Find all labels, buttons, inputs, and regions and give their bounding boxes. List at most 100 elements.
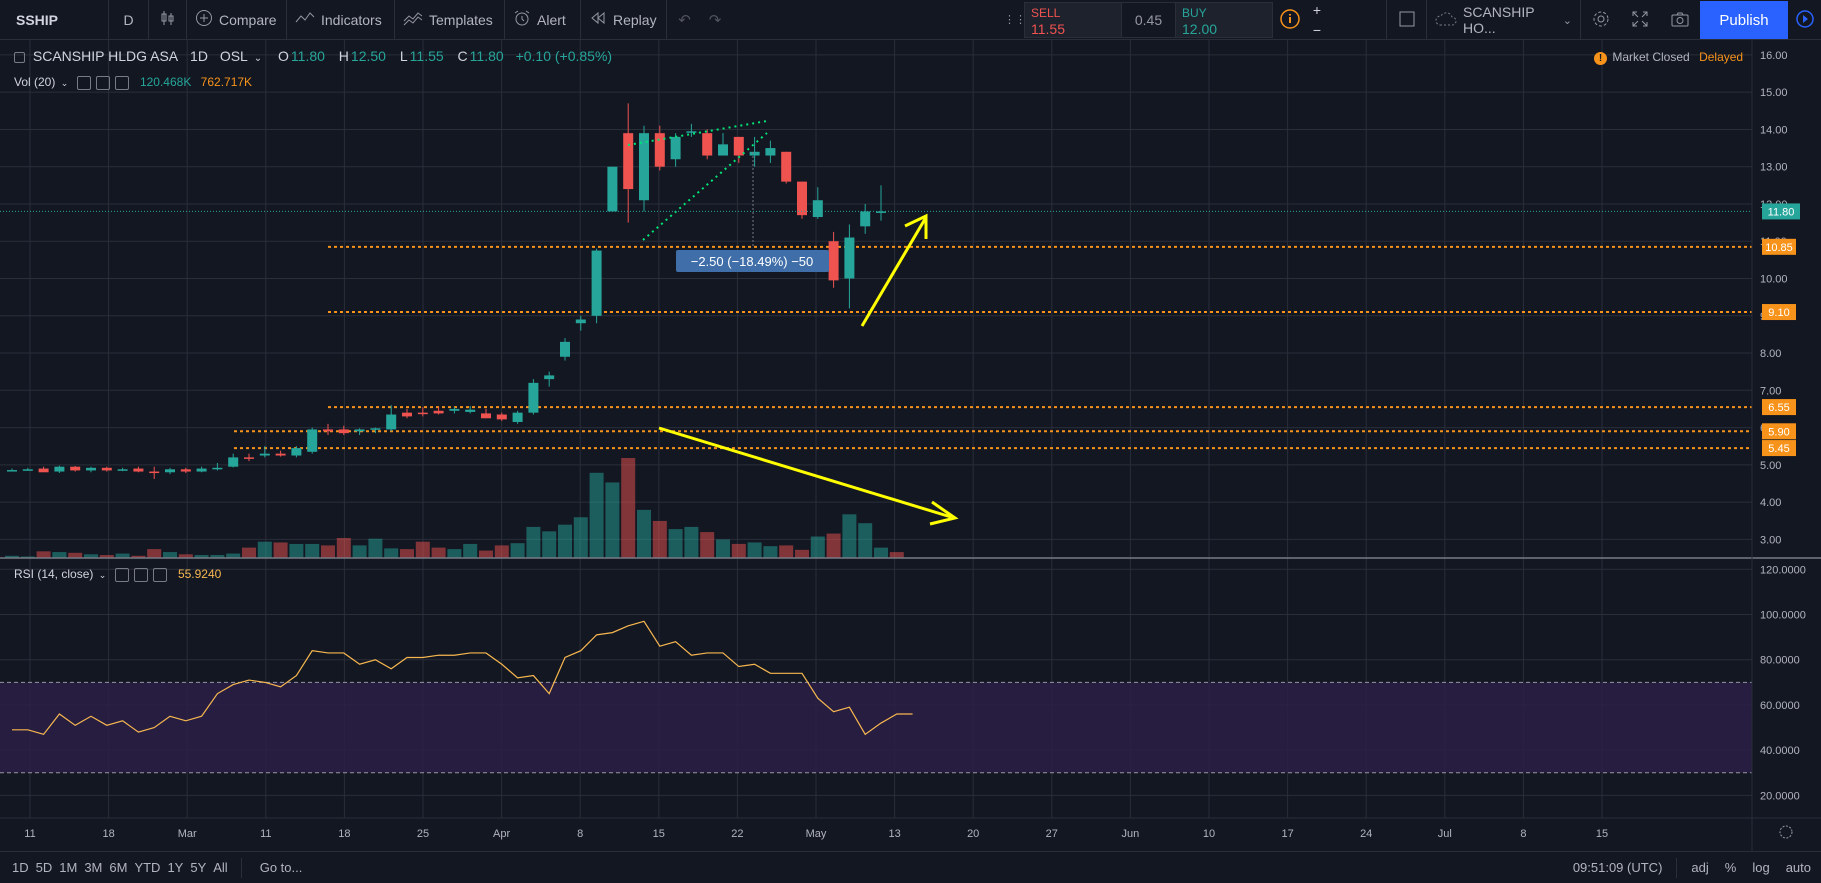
play-circle-icon (1795, 9, 1815, 32)
candle-body (623, 133, 634, 190)
snapshot-button[interactable] (1660, 0, 1700, 40)
goto-button[interactable]: Go to... (259, 860, 303, 875)
buy-button[interactable]: BUY 12.00 (1175, 2, 1273, 38)
alert-icon: ! (1594, 52, 1607, 65)
adj-toggle[interactable]: adj (1691, 860, 1709, 875)
quantity-decrease-button[interactable]: − (1306, 20, 1328, 40)
trade-panel-drag-handle[interactable]: ⋮⋮ (1004, 0, 1026, 40)
minus-icon: − (1312, 22, 1322, 38)
time-tick: 24 (1360, 828, 1372, 840)
eye-icon[interactable] (114, 567, 129, 582)
range-button-ytd[interactable]: YTD (134, 860, 161, 875)
alert-button[interactable]: Alert (504, 0, 580, 40)
sell-button[interactable]: SELL 11.55 (1024, 2, 1122, 38)
eye-icon[interactable] (76, 75, 91, 90)
volume-bar (131, 555, 146, 558)
volume-bar (889, 552, 904, 558)
chevron-down-icon[interactable]: ⌄ (253, 53, 263, 64)
candle-body (370, 428, 381, 430)
time-tick: Jul (1438, 828, 1452, 840)
chevron-down-icon[interactable]: ⌄ (98, 570, 107, 580)
replay-label: Replay (613, 12, 657, 28)
range-button-1y[interactable]: 1Y (167, 860, 184, 875)
settings-icon[interactable] (95, 75, 110, 90)
volume-bar (194, 555, 209, 558)
price-tick: 7.00 (1760, 385, 1781, 397)
quantity-increase-button[interactable]: + (1306, 0, 1328, 20)
close-icon[interactable] (114, 75, 129, 90)
order-info-button[interactable] (1274, 0, 1306, 40)
candle-body (544, 375, 555, 380)
candle-body (196, 468, 207, 472)
time-axis[interactable]: 11 18 Mar 11 18 25 Apr 8 15 22 May 13 20 27 Jun 10 17 24 J… (24, 828, 1608, 840)
clock-label[interactable]: 09:51:09 (UTC) (1572, 860, 1663, 875)
time-tick: 25 (417, 828, 429, 840)
range-button-6m[interactable]: 6M (109, 860, 128, 875)
axis-settings-button[interactable] (1779, 825, 1793, 839)
market-status[interactable]: ! Market Closed Delayed (1594, 50, 1745, 65)
fullscreen-select-button[interactable] (1386, 0, 1426, 40)
range-button-1d[interactable]: 1D (12, 860, 29, 875)
volume-bar (68, 552, 83, 558)
high-value: 12.50 (350, 48, 386, 64)
range-button-3m[interactable]: 3M (84, 860, 103, 875)
drag-dots-icon: ⋮⋮ (1004, 14, 1026, 26)
measure-drawing[interactable]: −2.50 (−18.49%) −50 (676, 152, 829, 272)
range-button-5y[interactable]: 5Y (190, 860, 207, 875)
rsi-axis[interactable]: 120.0000 100.0000 80.0000 60.0000 40.0000 20.… (1760, 564, 1806, 802)
volume-bar (431, 547, 446, 558)
chart-style-button[interactable] (148, 0, 186, 40)
volume-indicator-label[interactable]: Vol (20) (14, 75, 56, 89)
rsi-value: 55.9240 (177, 567, 222, 581)
candle-body (828, 241, 839, 281)
candle-body (496, 414, 507, 420)
price-tick: 13.00 (1760, 162, 1788, 174)
collapse-legend-button[interactable] (14, 51, 25, 63)
rsi-tick: 120.0000 (1760, 564, 1806, 576)
indicators-button[interactable]: Indicators (286, 0, 394, 40)
price-chart[interactable]: −2.50 (−18.49%) −50 16.00 15.00 14.00 13.00… (0, 40, 1821, 851)
arrow-down-drawing[interactable] (658, 426, 959, 526)
right-panel-toggle[interactable] (1788, 0, 1821, 40)
volume-bar (242, 547, 256, 558)
publish-button[interactable]: Publish (1700, 1, 1788, 39)
fullscreen-button[interactable] (1620, 0, 1660, 40)
level-tag (1762, 304, 1796, 321)
candle-body (7, 470, 17, 472)
templates-button[interactable]: Templates (394, 0, 504, 40)
auto-toggle[interactable]: auto (1785, 860, 1811, 875)
horizontal-levels[interactable] (234, 245, 1752, 450)
close-icon[interactable] (152, 567, 167, 582)
arrow-up-drawing[interactable] (860, 213, 928, 327)
settings-icon[interactable] (133, 567, 148, 582)
volume-bar (684, 526, 699, 558)
chevron-down-icon: ⌄ (1562, 14, 1572, 27)
chevron-down-icon[interactable]: ⌄ (60, 78, 69, 88)
time-tick: Jun (1122, 828, 1140, 840)
volume-bar (463, 543, 478, 558)
percent-toggle[interactable]: % (1724, 860, 1737, 875)
range-button-1m[interactable]: 1M (59, 860, 78, 875)
time-tick: 15 (653, 828, 665, 840)
compare-button[interactable]: Compare (186, 0, 286, 40)
time-tick: May (806, 828, 827, 840)
layout-selector[interactable]: SCANSHIP HO... ⌄ (1426, 0, 1580, 40)
settings-button[interactable] (1580, 0, 1620, 40)
symbol-search[interactable]: SSHIP (8, 0, 108, 40)
candle-body (781, 151, 792, 182)
replay-button[interactable]: Replay (580, 0, 666, 40)
range-button-all[interactable]: All (213, 860, 228, 875)
interval-button[interactable]: D (108, 0, 148, 40)
candle-body (275, 453, 286, 456)
rsi-band-lines (0, 681, 1752, 774)
candle-body (844, 237, 855, 279)
candles-icon (159, 9, 177, 31)
range-button-5d[interactable]: 5D (35, 860, 53, 875)
volume-bar (84, 554, 98, 558)
log-toggle[interactable]: log (1752, 860, 1770, 875)
time-tick: 13 (888, 828, 900, 840)
redo-button[interactable]: ↷ (698, 0, 732, 40)
undo-button[interactable]: ↶ (666, 0, 702, 40)
rsi-indicator-label[interactable]: RSI (14, close) (14, 567, 94, 581)
volume-bar (605, 482, 620, 558)
